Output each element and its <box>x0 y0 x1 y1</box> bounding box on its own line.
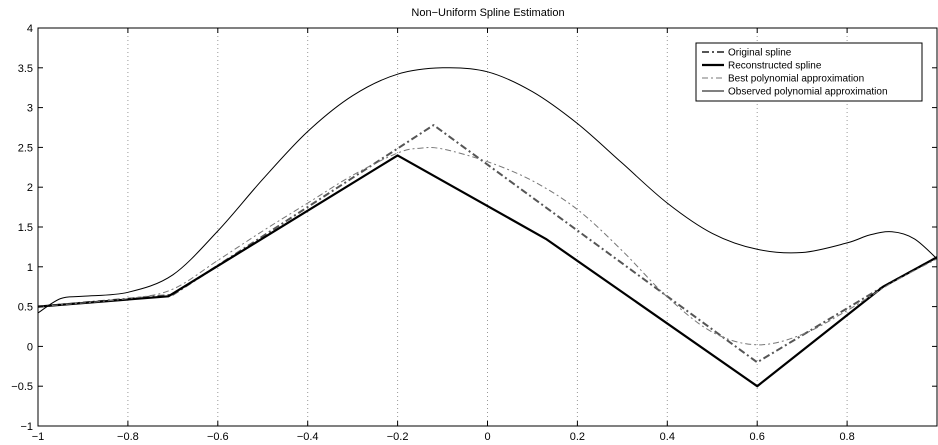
tick-layer: −1 −0.8 −0.6 −0.4 −0.2 0 0.2 0.4 0.6 0.8 −1 −0.5 0 0.… <box>11 23 937 443</box>
series-line-1 <box>37 154 938 388</box>
x-tick-label: −0.8 <box>117 431 139 443</box>
series-line-0 <box>37 124 938 364</box>
y-tick-label: 1 <box>27 262 33 274</box>
legend-label-0: Original spline <box>728 48 792 59</box>
x-tick-label: −0.4 <box>297 431 319 443</box>
x-tick-label: 0.2 <box>570 431 585 443</box>
y-tick-label: 2.5 <box>18 142 33 154</box>
y-tick-label: 0 <box>27 341 33 353</box>
x-tick-label: −0.2 <box>387 431 409 443</box>
series-layer <box>37 67 938 388</box>
x-tick-label: 0.6 <box>750 431 765 443</box>
chart-title: Non−Uniform Spline Estimation <box>411 7 564 19</box>
y-tick-label: 1.5 <box>18 222 33 234</box>
y-tick-label: 0.5 <box>18 302 33 314</box>
y-tick-label: −0.5 <box>11 381 33 393</box>
y-tick-label: 3.5 <box>18 63 33 75</box>
y-tick-label: 2 <box>27 182 33 194</box>
x-tick-label: 0 <box>484 431 490 443</box>
y-tick-label: −1 <box>20 421 33 433</box>
legend-label-2: Best polynomial approximation <box>728 74 864 85</box>
series-line-3 <box>37 67 938 314</box>
x-tick-label: 0.4 <box>660 431 675 443</box>
y-tick-label: 3 <box>27 103 33 115</box>
y-tick-label: 4 <box>27 23 33 35</box>
series-line-2 <box>37 146 938 346</box>
x-tick-label: −0.6 <box>207 431 229 443</box>
legend-label-1: Reconstructed spline <box>728 61 822 72</box>
x-tick-label: −1 <box>32 431 45 443</box>
x-tick-label: 0.8 <box>839 431 854 443</box>
legend-label-3: Observed polynomial approximation <box>728 87 888 98</box>
legend: Original spline Reconstructed spline Best … <box>695 42 923 102</box>
legend-box <box>695 42 923 102</box>
